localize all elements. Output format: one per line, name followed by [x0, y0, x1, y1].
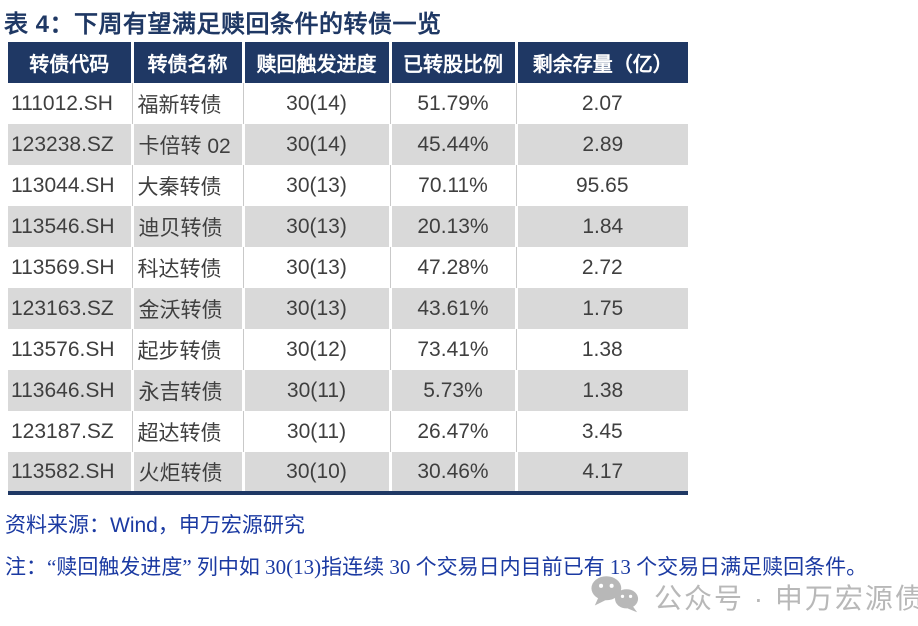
- remaining-amount: 4.17: [516, 452, 688, 493]
- bond-name: 迪贝转债: [132, 206, 245, 247]
- converted-ratio: 5.73%: [390, 370, 518, 411]
- trigger-progress: 30(14): [243, 124, 392, 165]
- converted-ratio: 20.13%: [390, 206, 518, 247]
- bond-name: 金沃转债: [132, 288, 245, 329]
- remaining-amount: 1.75: [516, 288, 688, 329]
- remaining-amount: 1.84: [516, 206, 688, 247]
- trigger-progress: 30(11): [243, 370, 392, 411]
- trigger-progress: 30(13): [243, 206, 392, 247]
- trigger-progress: 30(10): [243, 452, 392, 493]
- table-header-row: 转债代码 转债名称 赎回触发进度 已转股比例 剩余存量（亿）: [8, 42, 688, 83]
- bond-name: 福新转债: [132, 83, 244, 124]
- bond-name: 大秦转债: [132, 165, 244, 206]
- trigger-progress: 30(13): [243, 165, 391, 206]
- bond-code: 113576.SH: [8, 329, 133, 370]
- trigger-progress: 30(13): [243, 247, 391, 288]
- table-row: 113582.SH 火炬转债 30(10) 30.46% 4.17: [8, 452, 688, 493]
- table-row: 113569.SH 科达转债 30(13) 47.28% 2.72: [8, 247, 688, 288]
- bond-code: 111012.SH: [8, 83, 133, 124]
- bond-name: 永吉转债: [132, 370, 245, 411]
- remaining-amount: 2.07: [516, 83, 688, 124]
- converted-ratio: 51.79%: [390, 83, 517, 124]
- bond-name: 起步转债: [132, 329, 244, 370]
- bond-code: 113569.SH: [8, 247, 133, 288]
- table-row: 111012.SH 福新转债 30(14) 51.79% 2.07: [8, 83, 688, 124]
- converted-ratio: 47.28%: [390, 247, 517, 288]
- convertible-bond-table: 转债代码 转债名称 赎回触发进度 已转股比例 剩余存量（亿） 111012.SH…: [8, 42, 688, 495]
- bond-code: 113044.SH: [8, 165, 133, 206]
- trigger-progress: 30(12): [243, 329, 391, 370]
- remaining-amount: 1.38: [516, 329, 688, 370]
- bond-code: 113546.SH: [8, 206, 134, 247]
- bond-name: 火炬转债: [132, 452, 245, 493]
- trigger-progress: 30(14): [243, 83, 391, 124]
- bond-code: 113646.SH: [8, 370, 134, 411]
- remaining-amount: 1.38: [516, 370, 688, 411]
- col-header-bond-name: 转债名称: [132, 42, 245, 83]
- table-row: 113546.SH 迪贝转债 30(13) 20.13% 1.84: [8, 206, 688, 247]
- converted-ratio: 43.61%: [390, 288, 518, 329]
- col-header-remaining-amount: 剩余存量（亿）: [516, 42, 688, 83]
- col-header-trigger-progress: 赎回触发进度: [243, 42, 392, 83]
- remaining-amount: 3.45: [516, 411, 688, 452]
- converted-ratio: 26.47%: [390, 411, 517, 452]
- data-source-note: 资料来源：Wind，申万宏源研究: [5, 514, 305, 537]
- bond-name: 卡倍转 02: [132, 124, 245, 165]
- table-row: 113044.SH 大秦转债 30(13) 70.11% 95.65: [8, 165, 688, 206]
- table-row: 123187.SZ 超达转债 30(11) 26.47% 3.45: [8, 411, 688, 452]
- trigger-progress: 30(11): [243, 411, 391, 452]
- footnote: 注：“赎回触发进度” 列中如 30(13)指连续 30 个交易日内目前已有 13…: [5, 555, 868, 579]
- table-row: 123238.SZ 卡倍转 02 30(14) 45.44% 2.89: [8, 124, 688, 165]
- remaining-amount: 95.65: [516, 165, 688, 206]
- table-row: 113646.SH 永吉转债 30(11) 5.73% 1.38: [8, 370, 688, 411]
- table-title: 表 4：下周有望满足赎回条件的转债一览: [4, 11, 442, 38]
- converted-ratio: 30.46%: [390, 452, 518, 493]
- table-row: 113576.SH 起步转债 30(12) 73.41% 1.38: [8, 329, 688, 370]
- remaining-amount: 2.72: [516, 247, 688, 288]
- bond-code: 123187.SZ: [8, 411, 133, 452]
- col-header-converted-ratio: 已转股比例: [390, 42, 518, 83]
- bond-code: 123238.SZ: [8, 124, 134, 165]
- bond-name: 科达转债: [132, 247, 244, 288]
- table-row: 123163.SZ 金沃转债 30(13) 43.61% 1.75: [8, 288, 688, 329]
- remaining-amount: 2.89: [516, 124, 688, 165]
- trigger-progress: 30(13): [243, 288, 392, 329]
- bond-code: 123163.SZ: [8, 288, 134, 329]
- bond-name: 超达转债: [132, 411, 244, 452]
- converted-ratio: 73.41%: [390, 329, 517, 370]
- bond-code: 113582.SH: [8, 452, 134, 493]
- converted-ratio: 45.44%: [390, 124, 518, 165]
- converted-ratio: 70.11%: [390, 165, 517, 206]
- col-header-bond-code: 转债代码: [8, 42, 134, 83]
